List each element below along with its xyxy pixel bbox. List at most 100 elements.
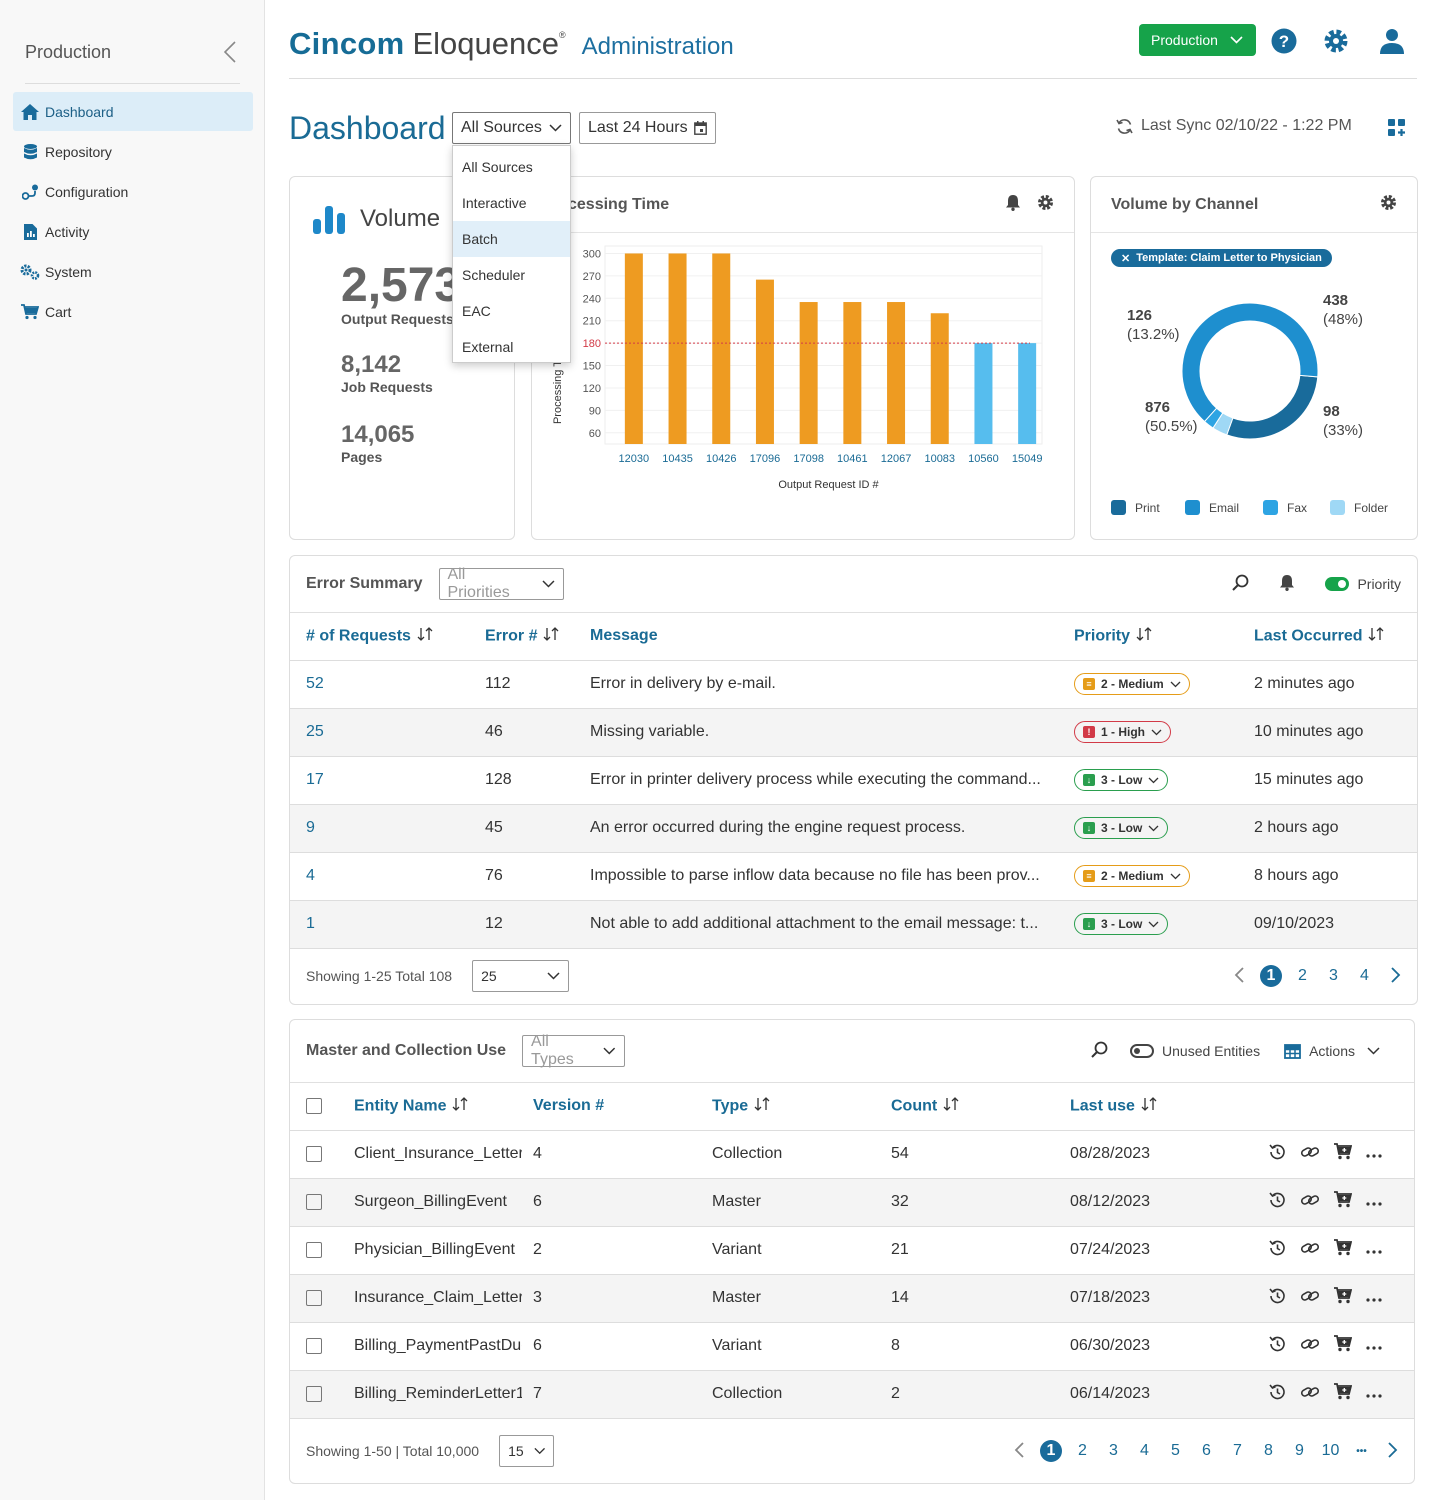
- more-options-icon[interactable]: [1366, 1337, 1382, 1355]
- page-5-button[interactable]: 5: [1171, 1442, 1180, 1459]
- page-2-button[interactable]: 2: [1078, 1442, 1087, 1459]
- row-checkbox[interactable]: [306, 1193, 322, 1210]
- priority-dropdown[interactable]: ! 1 - High: [1074, 721, 1171, 743]
- processing-settings-button[interactable]: [1037, 194, 1054, 216]
- priority-dropdown[interactable]: ↓ 3 - Low: [1074, 817, 1169, 839]
- requests-count-link[interactable]: 25: [290, 708, 485, 757]
- add-to-cart-icon[interactable]: [1334, 1383, 1353, 1405]
- toggle-switch[interactable]: [1130, 1044, 1155, 1058]
- search-button[interactable]: [1232, 574, 1249, 594]
- link-icon[interactable]: [1300, 1287, 1320, 1310]
- more-options-icon[interactable]: [1366, 1145, 1382, 1163]
- table-row[interactable]: Insurance_Claim_Letter 3 Master 14 07/18/202…: [290, 1274, 1414, 1323]
- sort-icon[interactable]: [754, 1096, 770, 1116]
- priority-dropdown[interactable]: ≡ 2 - Medium: [1074, 673, 1190, 695]
- unused-entities-toggle[interactable]: Unused Entities: [1130, 1043, 1260, 1059]
- table-row[interactable]: 17 128 Error in printer delivery process w…: [290, 756, 1417, 805]
- actions-menu-button[interactable]: Actions: [1284, 1043, 1380, 1059]
- menu-item-scheduler[interactable]: Scheduler: [462, 267, 526, 283]
- page-10-button[interactable]: 10: [1321, 1442, 1340, 1459]
- sort-icon[interactable]: [452, 1096, 468, 1116]
- table-row[interactable]: Surgeon_BillingEvent 6 Master 32 08/12/2023: [290, 1178, 1414, 1227]
- prev-page-button[interactable]: [1234, 966, 1244, 986]
- table-row[interactable]: Billing_ReminderLetter1 7 Collection 2 06/14…: [290, 1370, 1414, 1419]
- page-1-button[interactable]: 1: [1260, 965, 1282, 987]
- history-icon[interactable]: [1268, 1143, 1286, 1166]
- more-options-icon[interactable]: [1366, 1193, 1382, 1211]
- menu-item-batch[interactable]: Batch: [453, 221, 570, 257]
- source-filter-dropdown[interactable]: All Sources: [452, 112, 571, 144]
- next-page-button[interactable]: [1391, 966, 1401, 986]
- sort-icon[interactable]: [1136, 626, 1152, 646]
- table-row[interactable]: Physician_BillingEvent 2 Variant 21 07/24/20…: [290, 1226, 1414, 1275]
- link-icon[interactable]: [1300, 1335, 1320, 1358]
- column-header-version[interactable]: Version #: [533, 1083, 712, 1131]
- environment-selector[interactable]: Production: [1139, 24, 1256, 56]
- sort-icon[interactable]: [1141, 1096, 1157, 1116]
- more-options-icon[interactable]: [1366, 1385, 1382, 1403]
- page-size-dropdown[interactable]: 15: [499, 1435, 555, 1467]
- priority-dropdown[interactable]: ≡ 2 - Medium: [1074, 865, 1190, 887]
- table-row[interactable]: 4 76 Impossible to parse inflow data becau…: [290, 852, 1417, 901]
- link-icon[interactable]: [1300, 1143, 1320, 1166]
- alert-bell-button[interactable]: [1005, 194, 1021, 216]
- row-checkbox[interactable]: [306, 1241, 322, 1258]
- sidebar-item-system[interactable]: System: [13, 252, 253, 291]
- column-header-last-occurred[interactable]: Last Occurred: [1254, 613, 1417, 661]
- menu-item-interactive[interactable]: Interactive: [462, 195, 527, 211]
- add-to-cart-icon[interactable]: [1334, 1239, 1353, 1261]
- page-4-button[interactable]: 4: [1360, 967, 1369, 984]
- sort-icon[interactable]: [417, 626, 433, 646]
- sidebar-item-activity[interactable]: Activity: [13, 212, 253, 251]
- requests-count-link[interactable]: 1: [290, 900, 485, 949]
- page-7-button[interactable]: 7: [1233, 1442, 1242, 1459]
- page-2-button[interactable]: 2: [1298, 967, 1307, 984]
- priority-filter-dropdown[interactable]: All Priorities: [438, 566, 564, 601]
- row-checkbox[interactable]: [306, 1145, 322, 1162]
- last-sync-status[interactable]: Last Sync 02/10/22 - 1:22 PM: [1116, 117, 1352, 135]
- sidebar-item-cart[interactable]: Cart: [13, 292, 253, 331]
- add-to-cart-icon[interactable]: [1334, 1143, 1353, 1165]
- menu-item-external[interactable]: External: [462, 339, 514, 355]
- type-filter-dropdown[interactable]: All Types: [522, 1033, 626, 1068]
- history-icon[interactable]: [1268, 1239, 1286, 1262]
- template-filter-chip[interactable]: ✕ Template: Claim Letter to Physician: [1111, 249, 1332, 267]
- table-row[interactable]: Billing_PaymentPastDue 6 Variant 8 06/30/202…: [290, 1322, 1414, 1371]
- user-profile-button[interactable]: [1377, 26, 1407, 56]
- next-page-button[interactable]: [1388, 1441, 1398, 1461]
- column-header-requests[interactable]: # of Requests: [290, 613, 485, 661]
- row-checkbox[interactable]: [306, 1385, 322, 1402]
- row-checkbox[interactable]: [306, 1289, 322, 1306]
- table-row[interactable]: Client_Insurance_Letter 4 Collection 54 08/2…: [290, 1130, 1414, 1179]
- requests-count-link[interactable]: 17: [290, 756, 485, 805]
- page-6-button[interactable]: 6: [1202, 1442, 1211, 1459]
- add-to-cart-icon[interactable]: [1334, 1335, 1353, 1357]
- history-icon[interactable]: [1268, 1191, 1286, 1214]
- settings-button[interactable]: [1321, 26, 1351, 56]
- page-size-dropdown[interactable]: 25: [472, 960, 570, 992]
- more-pages-button[interactable]: •••: [1356, 1445, 1367, 1457]
- table-row[interactable]: 25 46 Missing variable.! 1 - High 10 minutes…: [290, 708, 1417, 757]
- column-header-priority[interactable]: Priority: [1074, 613, 1254, 661]
- column-header-type[interactable]: Type: [712, 1083, 891, 1131]
- page-8-button[interactable]: 8: [1264, 1442, 1273, 1459]
- history-icon[interactable]: [1268, 1383, 1286, 1406]
- row-checkbox[interactable]: [306, 1337, 322, 1354]
- column-header-error-number[interactable]: Error #: [485, 613, 590, 661]
- sort-icon[interactable]: [1368, 626, 1384, 646]
- priority-dropdown[interactable]: ↓ 3 - Low: [1074, 769, 1169, 791]
- table-row[interactable]: 52 112 Error in delivery by e-mail. ≡ 2 - Me…: [290, 660, 1417, 709]
- error-alert-button[interactable]: [1279, 574, 1295, 594]
- page-9-button[interactable]: 9: [1295, 1442, 1304, 1459]
- channel-settings-button[interactable]: [1380, 194, 1397, 216]
- add-widget-button[interactable]: [1387, 118, 1407, 141]
- prev-page-button[interactable]: [1014, 1441, 1024, 1461]
- sort-icon[interactable]: [543, 626, 559, 646]
- menu-item-all-sources[interactable]: All Sources: [462, 159, 533, 175]
- history-icon[interactable]: [1268, 1335, 1286, 1358]
- sort-icon[interactable]: [943, 1096, 959, 1116]
- sidebar-item-configuration[interactable]: Configuration: [13, 172, 253, 211]
- more-options-icon[interactable]: [1366, 1289, 1382, 1307]
- add-to-cart-icon[interactable]: [1334, 1287, 1353, 1309]
- sidebar-item-repository[interactable]: Repository: [13, 132, 253, 171]
